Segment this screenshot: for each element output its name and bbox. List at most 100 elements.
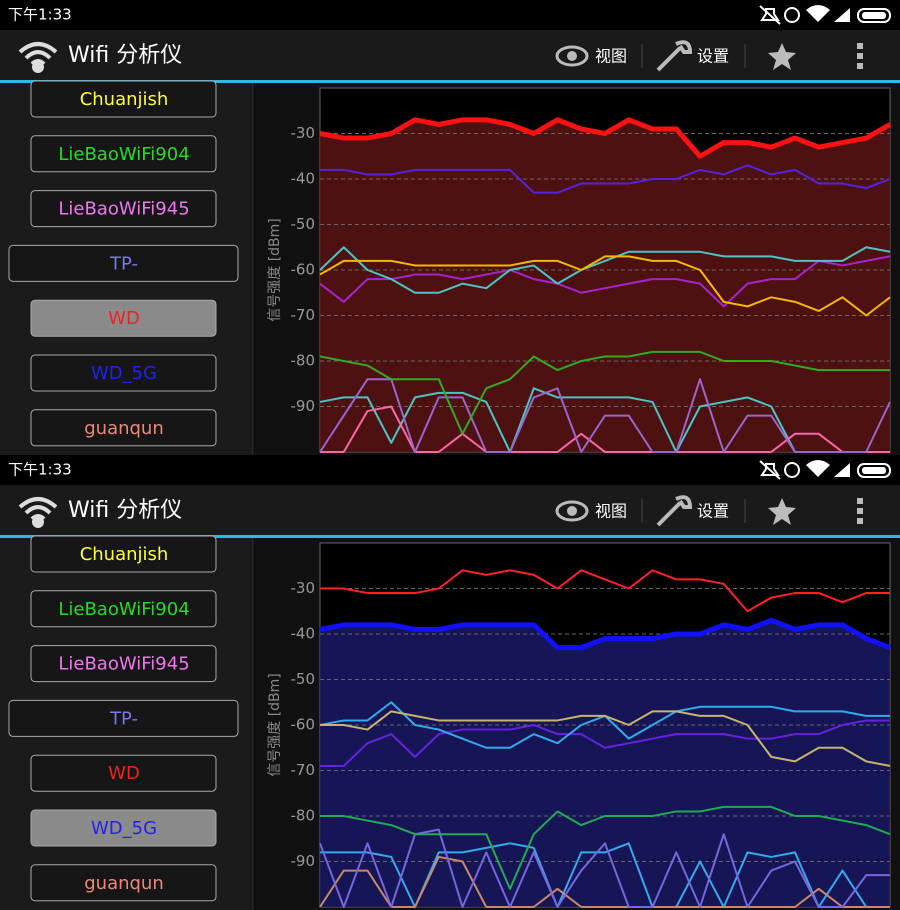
network-button[interactable] <box>30 409 217 447</box>
series-line <box>319 246 891 294</box>
network-name[interactable]: WD <box>108 763 140 784</box>
menu-icon[interactable] <box>857 63 863 69</box>
network-button[interactable] <box>30 864 217 902</box>
series-line <box>319 255 891 317</box>
alarm-icon <box>784 462 800 478</box>
network-button[interactable] <box>8 244 239 282</box>
y-tick-label: -40 <box>291 625 316 643</box>
y-tick-label: -80 <box>291 807 316 825</box>
wifi-icon <box>806 460 830 477</box>
status-time: 下午1:33 <box>8 461 72 479</box>
y-axis-label: 信号强度 [dBm] <box>267 673 283 777</box>
network-name[interactable]: TP- <box>109 253 138 274</box>
y-tick-label: -60 <box>291 261 316 279</box>
y-tick-label: -30 <box>291 124 316 142</box>
status-bar <box>0 455 900 485</box>
y-tick-label: -90 <box>291 852 316 870</box>
network-button[interactable] <box>30 80 217 118</box>
screen: 下午1:33 Wifi 分析仪 视图 设置 Chuanjish LieBaoWiFi904… <box>0 455 900 910</box>
series-line <box>320 719 890 767</box>
view-icon-pupil <box>567 51 577 61</box>
view-icon[interactable] <box>555 45 589 67</box>
network-button[interactable] <box>30 299 217 337</box>
y-tick-label: -30 <box>291 579 316 597</box>
network-name[interactable]: guanqun <box>84 873 164 894</box>
status-time: 下午1:33 <box>8 6 72 24</box>
app-icon-dot <box>32 516 44 528</box>
mute-icon <box>759 460 781 480</box>
view-icon-pupil <box>567 506 577 516</box>
app-icon-dot <box>32 61 44 73</box>
series-area <box>320 620 890 907</box>
settings-button[interactable]: 设置 <box>697 502 729 521</box>
series-area <box>320 119 890 452</box>
menu-icon[interactable] <box>857 53 863 59</box>
network-button[interactable] <box>30 354 217 392</box>
network-name[interactable]: Chuanjish <box>80 89 169 110</box>
wifi-icon <box>806 5 830 22</box>
settings-icon[interactable] <box>656 495 693 527</box>
menu-icon[interactable] <box>857 43 863 49</box>
network-name[interactable]: guanqun <box>84 418 164 439</box>
view-button[interactable]: 视图 <box>595 47 627 66</box>
app-bar-divider <box>0 80 900 83</box>
network-button[interactable] <box>8 699 239 737</box>
series-line <box>320 569 890 613</box>
series-line <box>319 117 892 159</box>
y-tick-label: -80 <box>291 352 316 370</box>
y-tick-label: -50 <box>291 670 316 688</box>
favorite-icon[interactable] <box>768 498 796 525</box>
settings-icon[interactable] <box>656 40 693 72</box>
screen: 下午1:33 Wifi 分析仪 视图 设置 Chuanjish LieBaoWiFi904… <box>0 0 900 455</box>
app-title: Wifi 分析仪 <box>68 43 182 68</box>
app-bar <box>0 30 900 80</box>
series-line <box>319 378 891 453</box>
network-button[interactable] <box>30 190 217 228</box>
y-tick-label: -60 <box>291 716 316 734</box>
network-button[interactable] <box>30 135 217 173</box>
status-bar <box>0 0 900 30</box>
network-name[interactable]: LieBaoWiFi904 <box>58 144 189 165</box>
network-name[interactable]: LieBaoWiFi945 <box>58 199 189 220</box>
view-icon[interactable] <box>555 500 589 522</box>
menu-icon[interactable] <box>857 508 863 514</box>
network-name[interactable]: WD <box>108 308 140 329</box>
battery-icon <box>857 8 891 23</box>
y-axis-label: 信号强度 [dBm] <box>267 218 283 322</box>
series-line <box>320 164 891 194</box>
menu-icon[interactable] <box>857 518 863 524</box>
network-button[interactable] <box>30 809 217 847</box>
series-line <box>320 805 891 890</box>
network-button[interactable] <box>30 590 217 628</box>
series-line <box>320 710 891 767</box>
app-bar <box>0 485 900 535</box>
network-name[interactable]: Chuanjish <box>80 544 169 565</box>
signal-icon <box>834 463 850 477</box>
y-tick-label: -70 <box>291 306 316 324</box>
signal-icon <box>834 8 850 22</box>
battery-level <box>862 467 886 474</box>
app-title: Wifi 分析仪 <box>68 498 182 523</box>
network-name[interactable]: LieBaoWiFi904 <box>58 599 189 620</box>
network-button[interactable] <box>30 645 217 683</box>
battery-icon <box>857 463 891 478</box>
menu-icon[interactable] <box>857 498 863 504</box>
y-tick-label: -50 <box>291 215 316 233</box>
network-name[interactable]: TP- <box>109 708 138 729</box>
network-button[interactable] <box>30 535 217 573</box>
network-name[interactable]: LieBaoWiFi945 <box>58 654 189 675</box>
settings-button[interactable]: 设置 <box>697 47 729 66</box>
series-line <box>319 350 890 435</box>
y-tick-label: -90 <box>291 397 316 415</box>
network-name[interactable]: WD_5G <box>91 363 157 384</box>
view-button[interactable]: 视图 <box>595 502 627 521</box>
mute-icon <box>759 5 781 25</box>
y-tick-label: -40 <box>291 170 316 188</box>
network-button[interactable] <box>30 754 217 792</box>
y-tick-label: -70 <box>291 761 316 779</box>
app-bar-divider <box>0 535 900 538</box>
battery-level <box>862 12 886 19</box>
network-name[interactable]: WD_5G <box>91 818 157 839</box>
favorite-icon[interactable] <box>768 43 796 70</box>
